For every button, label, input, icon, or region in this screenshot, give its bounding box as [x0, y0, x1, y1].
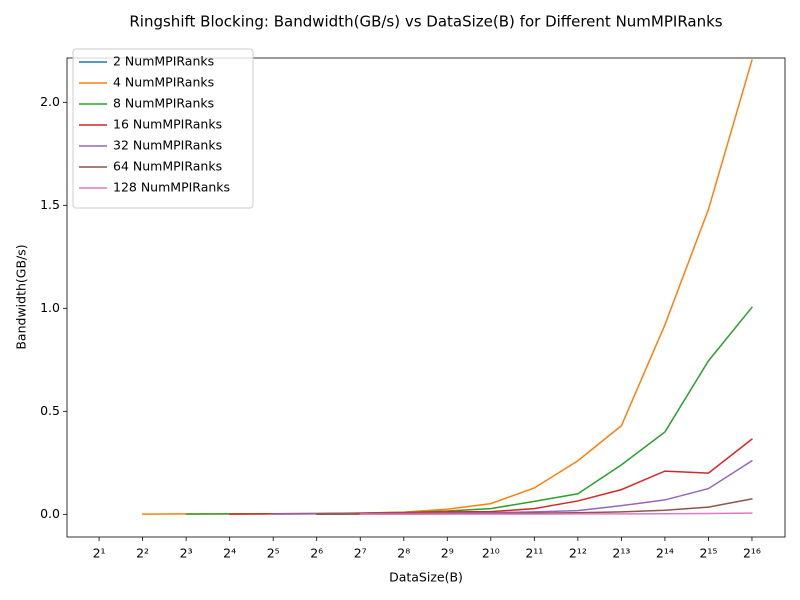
legend-label: 32 NumMPIRanks — [113, 138, 222, 153]
x-tick-label: 2⁵ — [267, 546, 280, 561]
x-tick-label: 2¹¹ — [525, 546, 543, 561]
chart-title: Ringshift Blocking: Bandwidth(GB/s) vs D… — [129, 13, 722, 31]
x-axis-label: DataSize(B) — [389, 570, 463, 585]
x-tick-label: 2¹⁴ — [656, 546, 674, 561]
x-tick-label: 2⁷ — [354, 546, 367, 561]
y-tick-label: 1.0 — [40, 300, 60, 315]
y-tick-label: 1.5 — [40, 197, 60, 212]
legend-label: 2 NumMPIRanks — [113, 54, 214, 69]
y-tick-label: 2.0 — [40, 94, 60, 109]
legend-label: 8 NumMPIRanks — [113, 96, 214, 111]
axes-frame — [66, 57, 786, 538]
x-tick-label: 2³ — [180, 546, 193, 561]
y-tick-label: 0.5 — [40, 403, 60, 418]
x-tick-label: 2⁹ — [441, 546, 454, 561]
legend-label: 128 NumMPIRanks — [113, 180, 230, 195]
x-tick-label: 2⁸ — [397, 546, 410, 561]
x-tick-label: 2¹⁵ — [699, 546, 717, 561]
x-tick-label: 2¹³ — [612, 546, 630, 561]
x-tick-label: 2¹ — [93, 546, 106, 561]
legend-label: 4 NumMPIRanks — [113, 75, 214, 90]
x-tick-label: 2⁴ — [223, 546, 236, 561]
x-tick-label: 2² — [136, 546, 149, 561]
x-tick-label: 2¹⁶ — [743, 546, 761, 561]
y-axis-label: Bandwidth(GB/s) — [14, 244, 29, 349]
series-line — [359, 512, 753, 516]
x-tick-label: 2⁶ — [310, 546, 323, 561]
legend-label: 64 NumMPIRanks — [113, 159, 222, 174]
legend-label: 16 NumMPIRanks — [113, 117, 222, 132]
legend-box — [72, 48, 254, 209]
x-tick-label: 2¹² — [569, 546, 587, 561]
y-tick-label: 0.0 — [40, 506, 60, 521]
x-tick-label: 2¹⁰ — [482, 546, 500, 561]
